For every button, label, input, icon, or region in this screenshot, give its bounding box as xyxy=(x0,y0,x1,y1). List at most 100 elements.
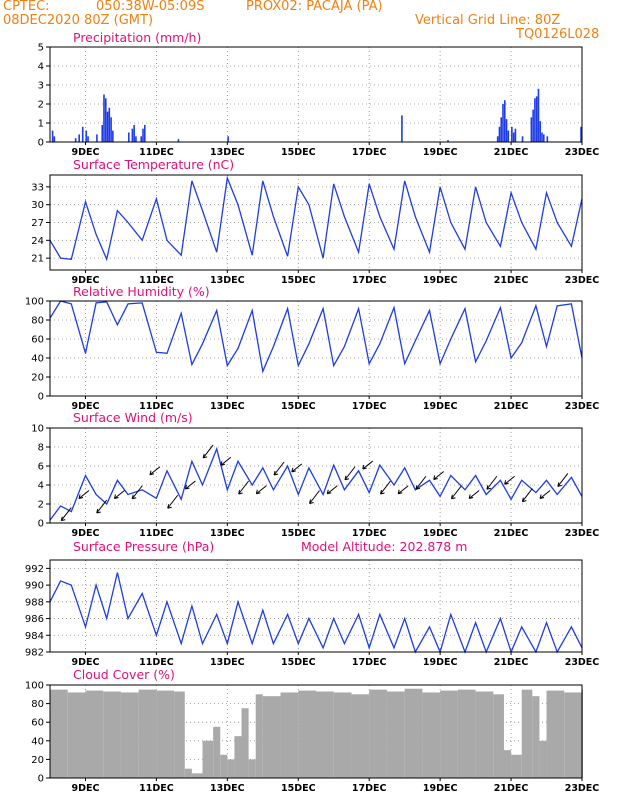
panel-title: Surface Wind (m/s) xyxy=(73,410,193,425)
wind-arrow-head xyxy=(60,516,66,522)
cloud-bar xyxy=(511,754,522,778)
wind-arrow-head xyxy=(202,453,208,459)
cloud-bar xyxy=(404,688,423,778)
panel-title: Cloud Cover (%) xyxy=(73,667,175,682)
precip-bar xyxy=(505,119,508,142)
wind-arrow xyxy=(486,475,498,490)
precip-bar xyxy=(128,132,130,142)
x-tick-label: 19DEC xyxy=(423,275,458,286)
y-tick-label: 986 xyxy=(25,614,44,625)
precip-bar xyxy=(142,128,144,142)
cloud-bar xyxy=(280,692,299,778)
x-tick-label: 19DEC xyxy=(423,783,458,794)
precip-bar xyxy=(177,139,180,142)
precip-bar xyxy=(106,111,109,142)
panel-frame xyxy=(49,559,583,653)
header-coords: 050:38W-05:09S xyxy=(96,0,205,14)
x-tick-label: 9DEC xyxy=(71,275,99,286)
wind-arrow-head xyxy=(379,489,385,495)
y-tick-label: 60 xyxy=(31,335,44,346)
cloud-bar xyxy=(333,692,352,778)
wind-arrow xyxy=(451,485,462,500)
cloud-bar xyxy=(234,736,242,778)
wind-arrow xyxy=(521,488,533,502)
wind-arrow xyxy=(557,473,569,487)
cloud-bar xyxy=(532,696,540,778)
precip-bar xyxy=(85,130,88,142)
cloud-bar xyxy=(351,694,370,778)
y-tick-label: 988 xyxy=(25,597,44,608)
x-tick-label: 21DEC xyxy=(494,783,529,794)
cloud-bar xyxy=(103,691,121,778)
wind-arrow xyxy=(78,490,90,499)
x-tick-label: 17DEC xyxy=(352,147,387,158)
precip-bar xyxy=(521,136,524,142)
x-tick-label: 17DEC xyxy=(352,657,387,668)
precip-bar xyxy=(103,94,105,142)
wind-arrow-head xyxy=(96,508,101,514)
cloud-bar xyxy=(156,690,175,778)
precip-bar xyxy=(507,130,510,142)
wind-arrow-head xyxy=(415,485,421,490)
x-tick-label: 17DEC xyxy=(352,528,387,539)
x-tick-label: 15DEC xyxy=(281,275,316,286)
wind-arrow xyxy=(326,485,338,495)
cloud-bar xyxy=(564,692,582,778)
series-line xyxy=(49,175,583,262)
wind-arrow xyxy=(468,490,480,499)
x-tick-label: 11DEC xyxy=(139,657,174,668)
precip-bar xyxy=(51,130,54,142)
precip-bar xyxy=(104,98,107,142)
wind-arrow xyxy=(291,463,303,473)
x-tick-label: 17DEC xyxy=(352,275,387,286)
y-tick-label: 4 xyxy=(38,481,44,492)
precip-bar xyxy=(537,88,540,142)
y-tick-label: 21 xyxy=(31,254,44,265)
header-grid-note: Vertical Grid Line: 80Z xyxy=(415,13,561,28)
wind-arrow xyxy=(433,471,444,480)
precip-bar xyxy=(580,126,582,142)
x-tick-label: 21DEC xyxy=(494,401,529,412)
y-tick-label: 40 xyxy=(31,354,44,365)
wind-arrow xyxy=(539,490,551,499)
wind-arrow-head xyxy=(362,464,367,470)
header-code: TQ0126L028 xyxy=(516,27,600,42)
x-tick-label: 9DEC xyxy=(71,657,99,668)
x-tick-label: 17DEC xyxy=(352,401,387,412)
y-tick-label: 982 xyxy=(25,648,44,659)
precip-bar xyxy=(539,121,542,142)
wind-arrow xyxy=(256,485,267,495)
x-tick-label: 23DEC xyxy=(565,528,600,539)
y-tick-label: 3 xyxy=(38,81,44,92)
y-tick-label: 992 xyxy=(25,564,44,575)
series-line xyxy=(49,446,583,521)
cloud-bar xyxy=(241,708,249,778)
header-source: CPTEC: xyxy=(3,0,50,14)
y-tick-label: 4 xyxy=(38,62,44,73)
wind-arrow-head xyxy=(149,470,155,476)
cloud-bar xyxy=(422,692,441,778)
wind-arrow-head xyxy=(220,461,226,466)
precip-bar xyxy=(143,124,146,142)
precip-bar xyxy=(81,126,84,142)
precip-bar xyxy=(500,117,503,142)
wind-arrow xyxy=(238,480,250,495)
wind-arrow-head xyxy=(344,475,350,481)
precip-bar xyxy=(110,117,112,142)
x-tick-label: 11DEC xyxy=(139,783,174,794)
wind-arrow xyxy=(344,466,356,481)
y-tick-label: 0 xyxy=(38,519,44,530)
x-tick-label: 13DEC xyxy=(210,783,245,794)
panel-title: Surface Temperature (nC) xyxy=(73,157,234,172)
cloud-bar xyxy=(85,690,104,778)
cloud-bar xyxy=(227,759,235,778)
y-tick-label: 984 xyxy=(25,631,44,642)
x-tick-label: 11DEC xyxy=(139,401,174,412)
x-tick-label: 13DEC xyxy=(210,275,245,286)
precip-bar xyxy=(542,134,545,142)
cloud-bar xyxy=(386,691,405,778)
y-tick-label: 80 xyxy=(31,699,44,710)
precip-bar xyxy=(534,98,536,142)
precip-bar xyxy=(541,132,543,142)
x-tick-label: 23DEC xyxy=(565,147,600,158)
